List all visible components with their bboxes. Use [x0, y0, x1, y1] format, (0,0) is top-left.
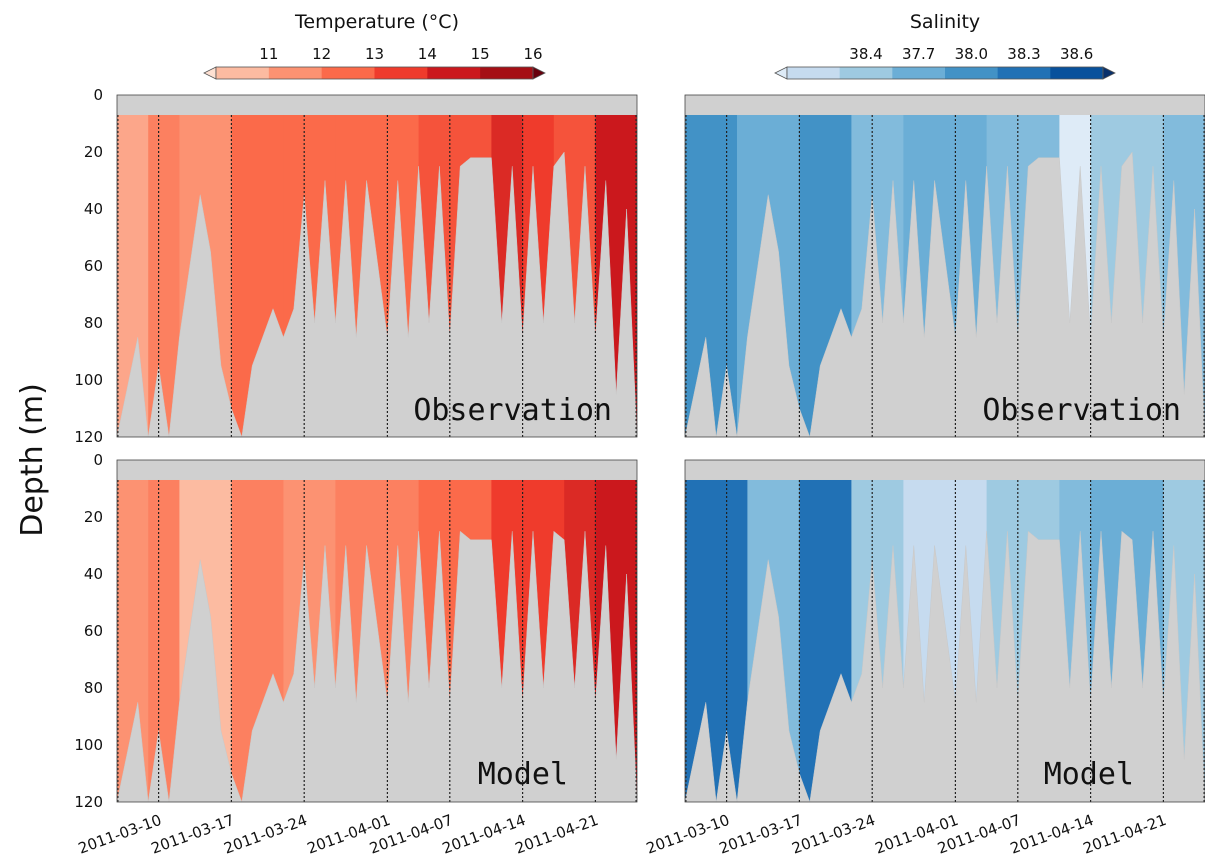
bathymetry-mask — [685, 151, 1205, 437]
temperature-colorbar-tick-label: 11 — [259, 45, 278, 63]
x-tick-label: 2011-03-17 — [717, 811, 805, 858]
y-tick-label: 120 — [74, 428, 103, 446]
panel-temperature-model: Model 0 20 40 60 80 100 1202011-03-102011-03-17… — [74, 451, 638, 858]
salinity-colorbar-tick-label: 38.3 — [1007, 45, 1040, 63]
salinity-colorbar-extend-high — [1102, 66, 1116, 80]
axes-frame — [684, 459, 1205, 803]
x-tick-label: 2011-03-10 — [76, 811, 164, 858]
surface-no-data — [685, 460, 1205, 480]
salinity-colorbar-outline — [786, 66, 1104, 80]
y-tick-label: 0 — [93, 86, 103, 104]
bathymetry-mask — [117, 151, 637, 437]
temperature-colorbar-tick-label: 12 — [312, 45, 331, 63]
x-tick-label: 2011-04-14 — [440, 811, 528, 858]
y-tick-label: 100 — [74, 736, 103, 754]
x-tick-label: 2011-04-21 — [1081, 811, 1169, 858]
temperature-colorbar-swatch — [480, 67, 534, 79]
x-tick-label: 2011-03-24 — [221, 811, 309, 858]
temperature-colorbar-tick-label: 15 — [471, 45, 490, 63]
salinity-colorbar-swatch — [997, 67, 1051, 79]
axes-frame — [684, 94, 1205, 438]
axes-frame — [116, 94, 638, 438]
temperature-colorbar-title: Temperature (°C) — [294, 11, 459, 33]
bathymetry-mask — [685, 530, 1205, 802]
x-tick-label: 2011-03-24 — [789, 811, 877, 858]
panel-label: Observation — [413, 393, 612, 428]
panel-label: Observation — [982, 393, 1181, 428]
salinity-colorbar-title: Salinity — [910, 11, 980, 33]
y-tick-label: 80 — [84, 679, 103, 697]
surface-no-data — [685, 95, 1205, 115]
temperature-colorbar-extend-high — [532, 66, 546, 80]
temperature-colorbar-swatch — [427, 67, 481, 79]
surface-no-data — [117, 95, 637, 115]
y-tick-label: 40 — [84, 565, 103, 583]
temperature-colorbar-extend-low — [203, 66, 217, 80]
y-axis-label: Depth (m) — [15, 383, 50, 537]
x-tick-label: 2011-03-10 — [644, 811, 732, 858]
y-tick-label: 60 — [84, 622, 103, 640]
temperature-colorbar: Temperature (°C) 11 12 13 14 15 16 — [203, 11, 546, 80]
y-tick-label: 20 — [84, 143, 103, 161]
x-tick-label: 2011-04-21 — [513, 811, 601, 858]
panel-label: Model — [1044, 757, 1134, 792]
salinity-colorbar: Salinity 38.4 37.7 38.0 38.3 38.6 — [774, 11, 1116, 80]
salinity-colorbar-tick-label: 38.6 — [1060, 45, 1093, 63]
y-tick-label: 120 — [74, 793, 103, 811]
y-tick-label: 100 — [74, 371, 103, 389]
salinity-colorbar-extend-low — [774, 66, 788, 80]
y-tick-label: 40 — [84, 200, 103, 218]
x-tick-label: 2011-04-14 — [1008, 811, 1096, 858]
temperature-colorbar-outline — [215, 66, 534, 80]
salinity-colorbar-tick-label: 38.4 — [849, 45, 882, 63]
salinity-colorbar-swatch — [945, 67, 999, 79]
temperature-colorbar-tick-label: 13 — [365, 45, 384, 63]
temperature-colorbar-swatch — [374, 67, 428, 79]
temperature-colorbar-swatch — [268, 67, 323, 79]
x-tick-label: 2011-03-17 — [149, 811, 237, 858]
surface-no-data — [117, 460, 637, 480]
heatmap-segment — [685, 479, 748, 802]
salinity-colorbar-tick-label: 37.7 — [902, 45, 935, 63]
axes-frame — [116, 459, 638, 803]
bathymetry-mask — [117, 530, 637, 802]
y-tick-label: 0 — [93, 451, 103, 469]
salinity-colorbar-swatch — [892, 67, 946, 79]
salinity-colorbar-swatch — [787, 67, 841, 79]
panel-salinity-observation: Observation — [684, 94, 1205, 438]
temperature-colorbar-swatch — [216, 67, 270, 79]
panel-temperature-observation: Observation 0 20 40 60 80 100 120 — [74, 86, 638, 446]
y-tick-label: 20 — [84, 508, 103, 526]
temperature-colorbar-tick-label: 14 — [418, 45, 437, 63]
y-tick-label: 60 — [84, 257, 103, 275]
temperature-colorbar-tick-label: 16 — [523, 45, 542, 63]
temperature-colorbar-swatch — [321, 67, 375, 79]
salinity-colorbar-tick-label: 38.0 — [955, 45, 988, 63]
panel-label: Model — [478, 757, 568, 792]
salinity-colorbar-swatch — [1050, 67, 1104, 79]
salinity-colorbar-swatch — [839, 67, 893, 79]
y-tick-label: 80 — [84, 314, 103, 332]
